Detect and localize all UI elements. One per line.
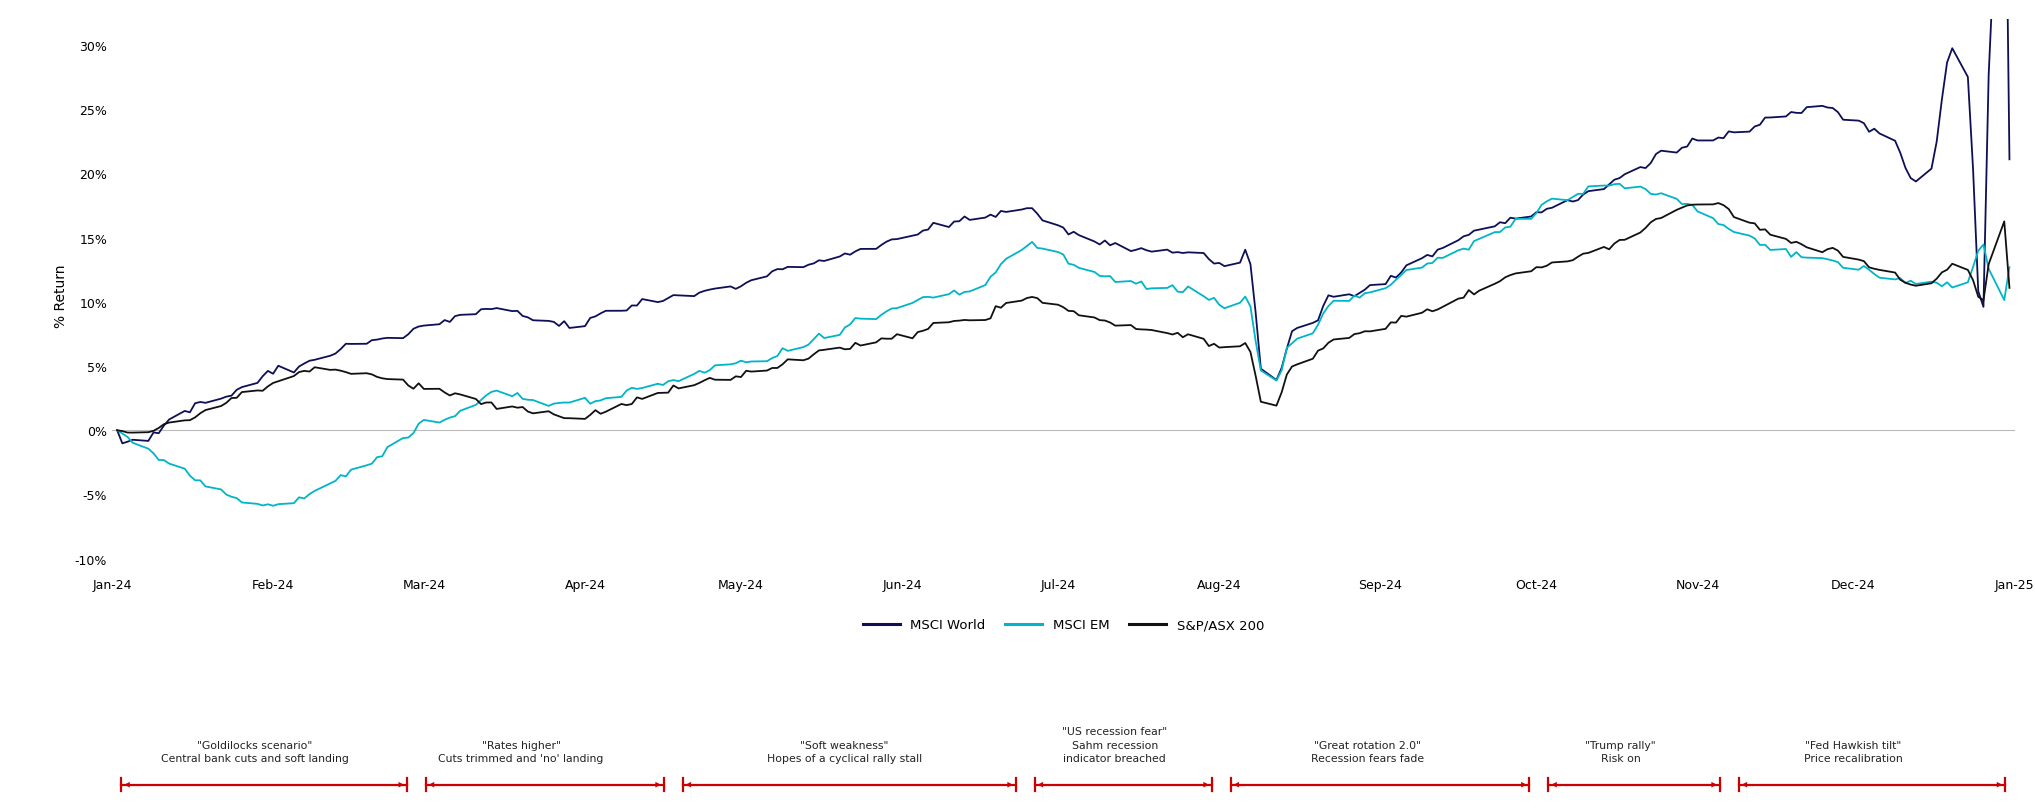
Text: "US recession fear"
Sahm recession
indicator breached: "US recession fear" Sahm recession indic… — [1062, 727, 1168, 763]
Text: "Goldilocks scenario"
Central bank cuts and soft landing: "Goldilocks scenario" Central bank cuts … — [161, 740, 348, 763]
Text: "Fed Hawkish tilt"
Price recalibration: "Fed Hawkish tilt" Price recalibration — [1803, 740, 1903, 763]
Legend: MSCI World, MSCI EM, S&P/ASX 200: MSCI World, MSCI EM, S&P/ASX 200 — [857, 613, 1270, 637]
Text: "Rates higher"
Cuts trimmed and 'no' landing: "Rates higher" Cuts trimmed and 'no' lan… — [438, 740, 604, 763]
Y-axis label: % Return: % Return — [53, 264, 67, 328]
Text: "Trump rally"
Risk on: "Trump rally" Risk on — [1585, 740, 1656, 763]
Text: "Great rotation 2.0"
Recession fears fade: "Great rotation 2.0" Recession fears fad… — [1311, 740, 1424, 763]
Text: "Soft weakness"
Hopes of a cyclical rally stall: "Soft weakness" Hopes of a cyclical rall… — [767, 740, 922, 763]
